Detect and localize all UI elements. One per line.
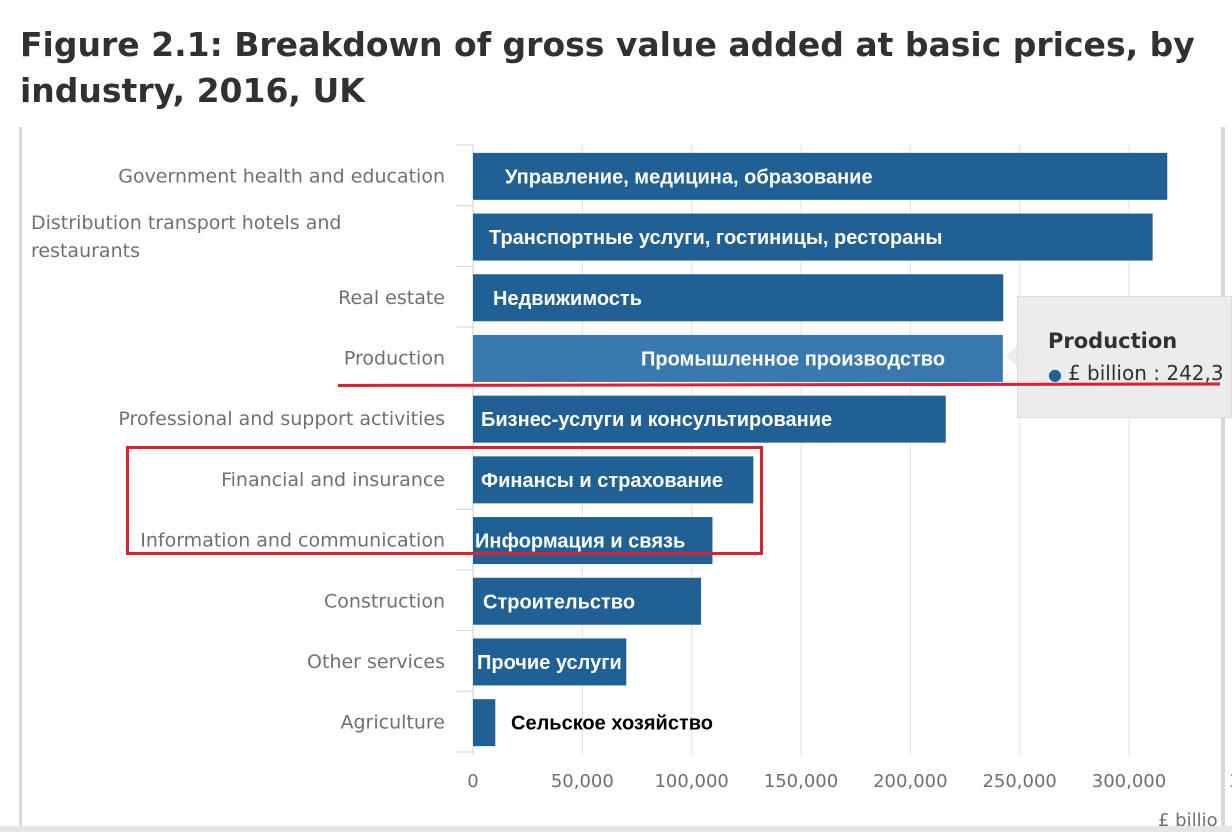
x-tick-label: 35: [1229, 771, 1232, 792]
chart-panel-left-border: [19, 127, 22, 832]
bar: [473, 334, 1003, 382]
x-tick-label: 200,000: [873, 771, 947, 792]
bar: [473, 638, 627, 686]
x-tick-label: 100,000: [654, 771, 728, 792]
tooltip-series: £ billion: [1067, 361, 1147, 385]
annotation-label: Недвижимость: [493, 288, 642, 310]
category-label: Production: [344, 347, 445, 369]
category-label: Professional and support activities: [118, 408, 445, 430]
bar: [473, 395, 946, 443]
annotation-label: Бизнес-услуги и консультирование: [481, 409, 832, 431]
category-label: Real estate: [338, 287, 445, 309]
annotation-label: Управление, медицина, образование: [505, 166, 873, 188]
category-label: Government health and education: [118, 165, 445, 187]
bar: [473, 152, 1168, 200]
annotation-label: Прочие услуги: [477, 652, 622, 674]
tooltip-value: 242,3: [1166, 361, 1224, 385]
category-label: Financial and insurance: [221, 469, 445, 491]
x-axis-ticks: 0 50,000 100,000 150,000 200,000 250,000 300,0…: [467, 771, 1232, 831]
annotation-label: Строительство: [483, 591, 635, 613]
x-tick-label: 150,000: [764, 771, 838, 792]
chart-panel-right-border: [1221, 127, 1225, 832]
bar: [473, 517, 713, 565]
category-label: Construction: [324, 590, 445, 612]
x-tick-label: 300,000: [1092, 771, 1166, 792]
category-label: Information and communication: [140, 530, 445, 552]
tooltip-title: Production: [1048, 329, 1178, 353]
page-title: Figure 2.1: Breakdown of gross value add…: [20, 25, 1195, 110]
tooltip-value-row: ● £ billion : 242,3: [1048, 361, 1224, 385]
x-tick-label: 250,000: [982, 771, 1056, 792]
russian-annotations: Управление, медицина, образование Транспо…: [475, 166, 945, 734]
category-labels: Government health and education Distribut…: [31, 165, 445, 733]
category-label: Distribution transport hotels and restaur…: [31, 212, 342, 262]
bar: [473, 456, 754, 504]
annotation-label: Промышленное производство: [641, 348, 945, 370]
x-tick-label: 50,000: [551, 771, 614, 792]
bar: [473, 577, 702, 625]
bar: [473, 699, 496, 747]
tooltip-pointer: [1006, 345, 1017, 367]
bar: [473, 213, 1153, 261]
x-tick-label: 0: [467, 771, 478, 792]
series-dot-icon: ●: [1048, 365, 1062, 384]
red-highlight-box: [126, 446, 763, 555]
annotation-label: Информация и связь: [475, 531, 685, 553]
annotation-label: Финансы и страхование: [481, 470, 723, 492]
annotation-label: Сельское хозяйство: [511, 713, 713, 735]
category-label: Agriculture: [341, 712, 446, 734]
bottom-edge: [0, 826, 1232, 832]
annotation-label: Транспортные услуги, гостиницы, ресторан…: [489, 227, 942, 249]
bars: [473, 152, 1168, 747]
bar: [473, 274, 1004, 322]
tooltip: Production ● £ billion : 242,3: [1017, 296, 1232, 418]
category-label: Other services: [307, 651, 445, 673]
x-axis-title: £ billio: [1158, 810, 1218, 831]
